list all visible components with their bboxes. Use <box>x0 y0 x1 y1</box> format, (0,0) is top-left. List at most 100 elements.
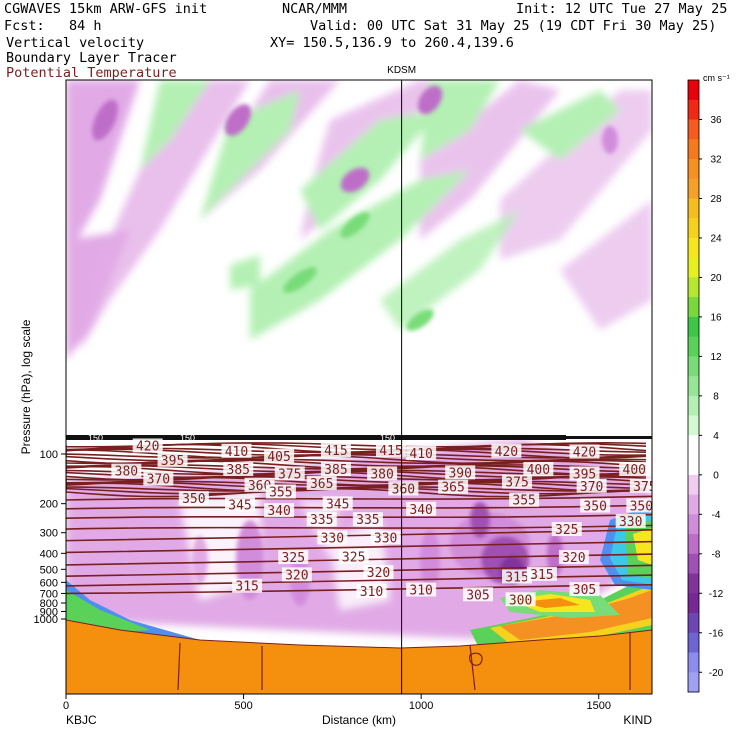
colorbar-tick-label: -16 <box>709 628 724 639</box>
theta-label-bg <box>278 550 309 565</box>
theta-label: 320 <box>367 566 390 581</box>
terrain <box>66 619 652 694</box>
y-tick-label: 700 <box>40 588 58 600</box>
theta-label: 385 <box>227 463 250 478</box>
theta-label-bg <box>265 484 296 499</box>
colorbar-swatch <box>688 474 699 496</box>
theta-label-bg <box>406 446 437 460</box>
plot-frame <box>65 79 653 695</box>
upper-velocity-shading <box>66 80 652 360</box>
colorbar-swatch <box>688 218 699 239</box>
theta-label-bg <box>111 463 142 478</box>
colorbar-tick-label: -4 <box>712 510 721 521</box>
colorbar-swatch <box>688 534 699 555</box>
theta-label: 350 <box>182 492 205 507</box>
y-tick-label: 200 <box>40 499 58 511</box>
theta-label: 370 <box>580 480 603 495</box>
theta-label: 380 <box>115 465 138 480</box>
model-title: CGWAVES 15km ARW-GFS init <box>4 1 208 17</box>
theta-label-bg <box>322 496 353 511</box>
theta-label: 375 <box>633 480 656 495</box>
cross-section-endpoints: XY= 150.5,136.9 to 260.4,139.6 <box>270 35 514 51</box>
colorbar-swatch <box>688 178 699 199</box>
theta-label-bg <box>551 522 582 537</box>
theta-label-bg <box>406 582 437 597</box>
theta-label: 315 <box>530 568 553 583</box>
theta-label-bg <box>306 476 337 491</box>
theta-label-bg <box>438 479 469 494</box>
colorbar-tick-label: -20 <box>709 668 724 679</box>
forecast-hour: Fcst: 84 h <box>4 18 102 34</box>
colorbar-swatch <box>688 632 699 654</box>
theta-label: 335 <box>356 513 379 528</box>
y-tick-label: 900 <box>40 606 58 618</box>
theta-label-bg <box>225 497 256 512</box>
x-tick-label: 1500 <box>586 700 610 712</box>
x-axis: 0 500 1000 1500 <box>63 694 611 712</box>
theta-label: 305 <box>573 583 596 598</box>
colorbar-swatch <box>688 257 699 278</box>
theta-label-bg <box>143 471 174 486</box>
theta-label-bg <box>363 565 394 580</box>
theta-label: 395 <box>573 467 596 482</box>
theta-label-bg <box>157 452 188 467</box>
theta-label-bg <box>576 478 607 493</box>
theta-label: 420 <box>495 445 518 460</box>
theta-label-bg <box>232 578 263 593</box>
lower-velocity-cores <box>192 502 563 606</box>
theta-label: 360 <box>392 482 415 497</box>
upper-velocity-cores <box>92 85 618 331</box>
theta-label: 420 <box>136 439 159 454</box>
field-boundary-layer-tracer: Boundary Layer Tracer <box>6 50 177 66</box>
theta-label: 375 <box>278 467 301 482</box>
colorbar-swatch <box>688 395 699 417</box>
theta-label-bg <box>505 592 536 607</box>
theta-label: 360 <box>248 479 271 494</box>
theta-label-bg <box>526 566 557 581</box>
colorbar-swatch <box>688 415 699 436</box>
theta-label: 355 <box>512 494 535 509</box>
colorbar-swatch <box>688 139 699 160</box>
theta-label: 325 <box>282 551 305 566</box>
theta-label: 315 <box>505 570 528 585</box>
y-tick-label: 600 <box>40 577 58 589</box>
theta-label-bg <box>626 498 652 513</box>
field-vertical-velocity: Vertical velocity <box>6 35 145 51</box>
theta-label: 370 <box>147 473 170 488</box>
theta-label: 375 <box>505 476 528 491</box>
theta-label-bg <box>320 461 351 476</box>
theta-label-bg <box>281 567 312 582</box>
theta-label-bg <box>370 530 401 545</box>
x-axis-title: Distance (km) <box>322 713 396 727</box>
theta-contour <box>66 583 652 595</box>
theta-label: 380 <box>370 467 393 482</box>
theta-label-bg <box>356 583 387 598</box>
colorbar-swatch <box>688 297 699 318</box>
theta-label-bg <box>445 465 476 480</box>
theta-label: 330 <box>619 515 642 530</box>
colorbar-swatch <box>688 376 699 397</box>
theta-label-bg <box>569 582 600 597</box>
field-potential-temperature: Potential Temperature <box>6 65 177 81</box>
theta-label-bg <box>502 569 533 584</box>
theta-label: 330 <box>321 531 344 546</box>
colorbar-swatch <box>688 80 699 101</box>
theta-label-bg <box>629 478 652 493</box>
colorbar-tick-label: 8 <box>713 391 719 402</box>
theta-label-bg <box>523 461 554 476</box>
theta-label-bg <box>509 492 540 507</box>
colorbar-swatch <box>688 99 699 120</box>
x-tick-label: 500 <box>234 700 252 712</box>
y-tick-label: 1000 <box>34 614 58 626</box>
theta-label-bg <box>221 443 252 458</box>
colorbar-swatch <box>688 573 699 594</box>
y-tick-label: 100 <box>40 449 58 461</box>
y-tick-label: 300 <box>40 528 58 540</box>
theta-label: 305 <box>466 588 489 603</box>
y-axis-title: Pressure (hPa), log scale <box>19 319 33 454</box>
theta-label-bg <box>338 549 369 564</box>
theta-label-bg <box>320 443 351 458</box>
theta-label-bg <box>462 587 493 602</box>
theta-label: 335 <box>310 513 333 528</box>
theta-contour <box>66 513 652 520</box>
